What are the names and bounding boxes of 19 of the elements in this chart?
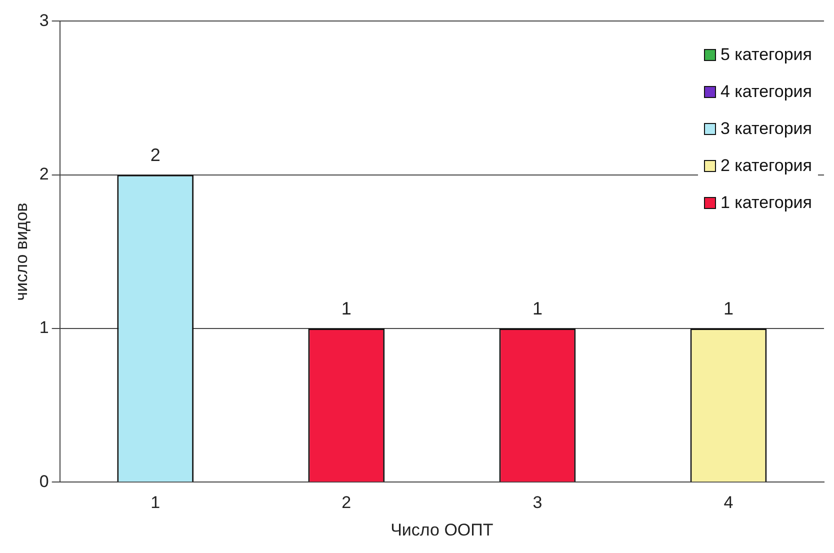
y-axis-title: число видов	[12, 202, 31, 301]
total-label: 1	[341, 298, 352, 318]
legend-label: 5 категория	[720, 44, 812, 64]
y-tick-label: 3	[39, 10, 49, 30]
x-tick-label: 3	[532, 493, 542, 512]
total-label: 1	[532, 298, 542, 318]
total-label: 1	[723, 298, 734, 318]
legend-label: 3 категория	[720, 118, 812, 138]
legend-label: 1 категория	[720, 192, 812, 212]
x-tick-label: 1	[150, 493, 160, 512]
y-tick-label: 0	[39, 472, 49, 491]
y-tick-label: 2	[39, 164, 49, 184]
x-tick-label: 2	[342, 493, 352, 512]
total-label: 2	[150, 144, 160, 165]
legend-label: 2 категория	[720, 156, 812, 176]
x-axis-title: Число ООПТ	[390, 520, 494, 540]
x-tick-label: 4	[724, 493, 734, 512]
legend-label: 4 категория	[720, 82, 812, 102]
y-tick-label: 1	[39, 318, 49, 338]
